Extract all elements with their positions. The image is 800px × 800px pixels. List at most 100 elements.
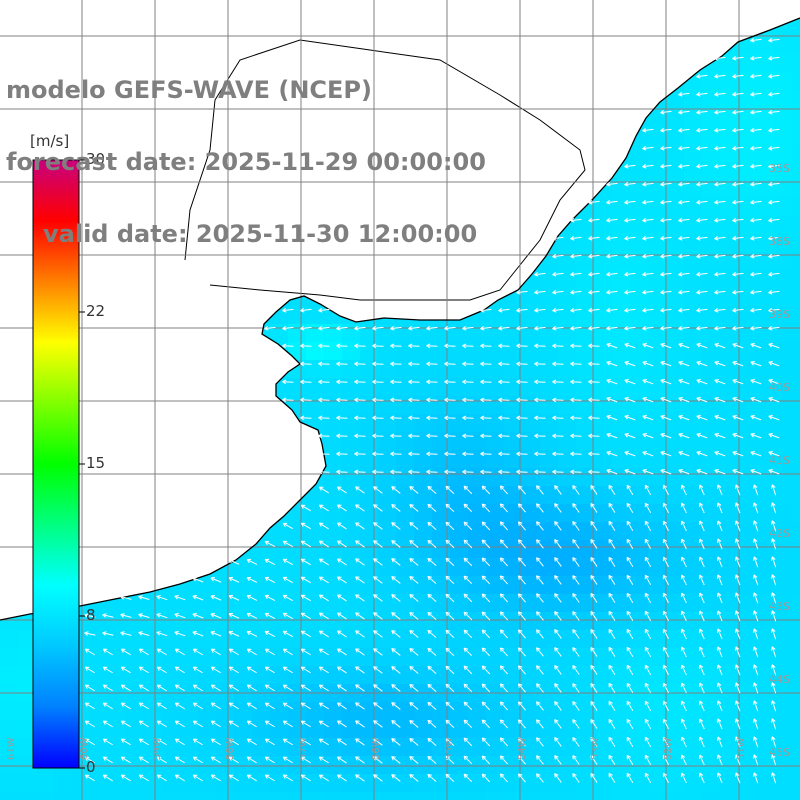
wind-arrow <box>662 538 669 550</box>
wind-arrow <box>282 558 294 566</box>
wind-arrow <box>336 522 347 530</box>
wind-arrow <box>318 576 329 584</box>
wind-arrow <box>626 718 634 729</box>
wind-arrow <box>192 631 204 637</box>
wind-arrow <box>644 556 652 568</box>
wind-arrow <box>480 433 492 439</box>
wind-arrow <box>753 538 759 550</box>
wind-arrow <box>750 127 762 133</box>
wind-arrow <box>662 484 669 496</box>
wind-arrow <box>445 755 455 765</box>
wind-arrow <box>210 702 221 710</box>
wind-arrow <box>732 451 744 457</box>
wind-arrow <box>373 594 383 602</box>
wind-arrow <box>409 521 419 530</box>
wind-arrow <box>408 325 420 331</box>
wind-arrow <box>355 630 365 638</box>
wind-arrow <box>264 576 276 583</box>
wind-arrow <box>517 521 526 531</box>
wind-arrow <box>753 520 759 532</box>
wind-arrow <box>680 538 687 550</box>
wind-arrow <box>516 289 528 295</box>
wind-arrow <box>264 325 276 331</box>
wind-arrow <box>572 485 580 495</box>
wind-arrow <box>318 307 330 313</box>
wind-arrow <box>318 612 329 620</box>
wind-arrow <box>606 199 618 205</box>
wind-arrow <box>282 630 294 638</box>
wind-arrow <box>462 325 474 331</box>
wind-arrow <box>300 504 311 512</box>
wind-arrow <box>498 451 510 457</box>
wind-arrow <box>517 629 526 639</box>
wind-arrow <box>680 484 687 496</box>
wind-arrow <box>354 361 366 367</box>
wind-arrow <box>445 773 455 783</box>
wind-arrow <box>590 628 598 639</box>
wind-arrow <box>536 485 544 495</box>
wind-arrow <box>498 361 510 367</box>
wind-arrow <box>732 379 744 385</box>
wind-arrow <box>662 520 669 532</box>
wind-arrow <box>445 701 455 711</box>
wind-arrow <box>534 343 546 349</box>
wind-arrow <box>554 539 562 549</box>
wind-arrow <box>714 109 726 115</box>
lon-label: 55W <box>444 737 455 760</box>
wind-arrow <box>768 37 780 43</box>
wind-arrow <box>660 451 672 457</box>
lon-label: 61W <box>6 737 17 760</box>
wind-arrow <box>768 163 780 169</box>
wind-arrow <box>698 772 705 784</box>
wind-arrow <box>481 719 491 729</box>
wind-arrow <box>732 235 744 241</box>
wind-arrow <box>534 469 546 475</box>
wind-arrow <box>698 700 705 712</box>
wind-arrow <box>192 613 204 619</box>
wind-arrow <box>750 235 762 241</box>
wind-arrow <box>318 451 330 457</box>
wind-arrow <box>192 756 203 764</box>
wind-arrow <box>680 520 687 532</box>
wind-arrow <box>282 702 293 710</box>
wind-arrow <box>138 774 149 782</box>
wind-arrow <box>516 361 528 367</box>
wind-arrow <box>572 629 580 639</box>
wind-arrow <box>228 648 239 656</box>
wind-arrow <box>590 484 598 495</box>
wind-arrow <box>714 307 726 313</box>
wind-arrow <box>680 628 687 640</box>
forecast-date: forecast date: 2025-11-29 00:00:00 <box>6 148 486 176</box>
wind-arrow <box>768 289 780 295</box>
wind-arrow <box>624 379 636 385</box>
lon-label: 52W <box>663 737 674 760</box>
wind-arrow <box>696 415 708 421</box>
wind-arrow <box>372 343 384 349</box>
wind-arrow <box>644 628 652 640</box>
lat-label: 43S <box>769 600 790 613</box>
wind-arrow <box>156 774 167 782</box>
wind-arrow <box>732 73 744 79</box>
wind-arrow <box>660 199 672 205</box>
wind-arrow <box>750 109 762 115</box>
wind-arrow <box>714 271 726 277</box>
wind-arrow <box>572 683 580 693</box>
wind-arrow <box>572 557 580 567</box>
wind-arrow <box>716 556 723 568</box>
wind-arrow <box>552 343 564 349</box>
wind-arrow <box>282 576 294 584</box>
wind-arrow <box>626 736 634 747</box>
wind-arrow <box>588 217 600 223</box>
wind-arrow <box>644 502 652 514</box>
wind-arrow <box>498 307 510 313</box>
wind-arrow <box>732 397 744 403</box>
coastline <box>0 17 800 621</box>
wind-arrow <box>102 756 113 764</box>
wind-arrow <box>735 556 741 568</box>
wind-arrow <box>716 718 723 730</box>
wind-arrow <box>426 325 438 331</box>
wind-arrow <box>444 397 456 403</box>
wind-arrow <box>735 610 741 622</box>
wind-arrow <box>660 361 672 367</box>
wind-arrow <box>750 397 762 403</box>
